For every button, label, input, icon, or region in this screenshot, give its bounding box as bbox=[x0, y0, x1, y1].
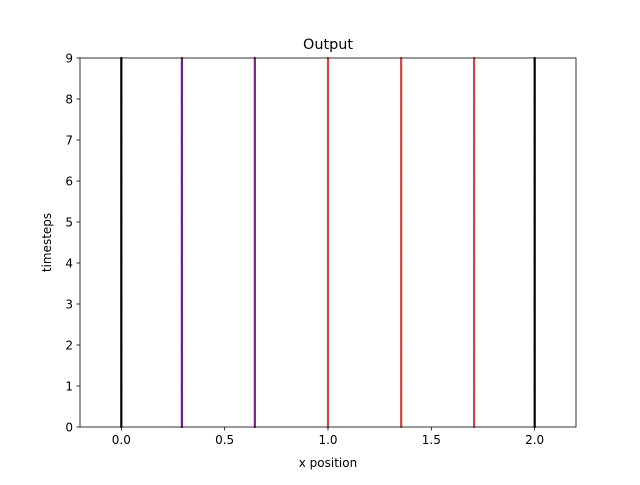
y-tick-label: 2 bbox=[65, 338, 73, 352]
x-axis-ticks: 0.0 0.5 1.0 1.5 2.0 bbox=[112, 427, 544, 447]
series-6-point-7 bbox=[473, 138, 476, 142]
series-4-point-7 bbox=[326, 138, 330, 142]
series-5-point-5 bbox=[400, 220, 403, 224]
series-6-point-4 bbox=[473, 261, 476, 265]
series-4-point-2 bbox=[326, 343, 330, 347]
series-5-point-2 bbox=[400, 343, 403, 347]
series-3-point-1 bbox=[253, 384, 256, 388]
x-tick-label: 1.5 bbox=[422, 433, 441, 447]
series-3-point-8 bbox=[253, 97, 256, 101]
series-7-point-6 bbox=[533, 179, 536, 183]
series-6-point-8 bbox=[473, 97, 476, 101]
series-3-point-2 bbox=[253, 343, 256, 347]
series-5-point-7 bbox=[400, 138, 403, 142]
y-tick-label: 3 bbox=[65, 297, 73, 311]
series-5-point-1 bbox=[400, 384, 403, 388]
x-axis-label: x position bbox=[299, 456, 357, 470]
series-layer bbox=[120, 56, 536, 429]
series-4-point-5 bbox=[326, 220, 330, 224]
series-6-point-5 bbox=[473, 220, 476, 224]
y-tick-label: 0 bbox=[65, 420, 73, 434]
y-tick-label: 8 bbox=[65, 92, 73, 106]
chart-title: Output bbox=[303, 37, 353, 53]
series-2-point-5 bbox=[180, 220, 183, 224]
series-1-point-4 bbox=[120, 261, 123, 265]
series-2-point-4 bbox=[180, 261, 183, 265]
series-2-point-1 bbox=[180, 384, 183, 388]
series-5-point-4 bbox=[400, 261, 403, 265]
y-tick-label: 4 bbox=[65, 256, 73, 270]
series-1-point-1 bbox=[120, 384, 123, 388]
y-tick-label: 7 bbox=[65, 133, 73, 147]
series-1-point-7 bbox=[120, 138, 123, 142]
x-tick-label: 2.0 bbox=[525, 433, 544, 447]
x-tick-label: 1.0 bbox=[318, 433, 337, 447]
x-tick-label: 0.5 bbox=[215, 433, 234, 447]
series-1-point-5 bbox=[120, 220, 123, 224]
series-7-point-5 bbox=[533, 220, 536, 224]
series-7-point-8 bbox=[533, 97, 536, 101]
series-2-point-7 bbox=[180, 138, 183, 142]
y-tick-label: 6 bbox=[65, 174, 73, 188]
series-4-point-4 bbox=[326, 261, 330, 265]
series-6-point-2 bbox=[473, 343, 476, 347]
series-2-point-6 bbox=[180, 179, 183, 183]
series-7-point-7 bbox=[533, 138, 536, 142]
series-1-point-8 bbox=[120, 97, 123, 101]
y-tick-label: 1 bbox=[65, 379, 73, 393]
series-4-point-6 bbox=[326, 179, 330, 183]
series-5-point-6 bbox=[400, 179, 403, 183]
series-4-point-1 bbox=[326, 384, 330, 388]
series-5-point-8 bbox=[400, 97, 403, 101]
series-3-point-3 bbox=[253, 302, 256, 306]
y-tick-label: 5 bbox=[65, 215, 73, 229]
series-1-point-2 bbox=[120, 343, 123, 347]
series-2-point-8 bbox=[180, 97, 183, 101]
series-7-point-3 bbox=[533, 302, 536, 306]
x-tick-label: 0.0 bbox=[112, 433, 131, 447]
series-6-point-3 bbox=[473, 302, 476, 306]
series-3-point-7 bbox=[253, 138, 256, 142]
series-3-point-4 bbox=[253, 261, 256, 265]
series-2-point-2 bbox=[180, 343, 183, 347]
series-4-point-3 bbox=[326, 302, 330, 306]
y-axis-ticks: 0 1 2 3 4 5 6 7 8 9 bbox=[65, 51, 80, 434]
y-tick-label: 9 bbox=[65, 51, 73, 65]
series-2-point-3 bbox=[180, 302, 183, 306]
series-3-point-5 bbox=[253, 220, 256, 224]
series-5-point-3 bbox=[400, 302, 403, 306]
series-7-point-4 bbox=[533, 261, 536, 265]
series-1-point-3 bbox=[120, 302, 123, 306]
series-1-point-6 bbox=[120, 179, 123, 183]
series-3-point-6 bbox=[253, 179, 256, 183]
y-axis-label: timesteps bbox=[40, 213, 54, 272]
series-4-point-8 bbox=[326, 97, 330, 101]
series-7-point-1 bbox=[533, 384, 536, 388]
series-6-point-6 bbox=[473, 179, 476, 183]
series-7-point-2 bbox=[533, 343, 536, 347]
series-6-point-1 bbox=[473, 384, 476, 388]
